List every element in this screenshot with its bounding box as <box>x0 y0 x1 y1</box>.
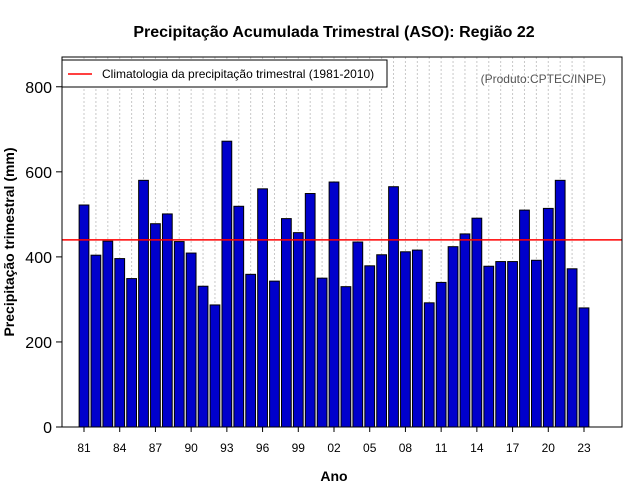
bar-1996 <box>257 188 268 428</box>
y-tick-label: 0 <box>43 420 52 437</box>
bar-1981 <box>78 204 90 428</box>
x-tick-label: 20 <box>542 441 556 455</box>
bar-2012 <box>447 246 459 428</box>
x-tick-label: 99 <box>292 441 306 455</box>
plot-frame <box>61 56 623 428</box>
bar-1992 <box>209 304 221 428</box>
chart-title: Precipitação Acumulada Trimestral (ASO):… <box>133 24 534 41</box>
bar-1983 <box>102 240 114 428</box>
bar-2011 <box>435 281 447 428</box>
bar-1991 <box>197 285 209 428</box>
bar-1987 <box>150 223 161 428</box>
bar-2016 <box>495 261 507 428</box>
x-axis: 81 84 87 90 93 96 99 02 05 08 11 14 17 20 23 <box>77 427 591 455</box>
legend: Climatologia da precipitação trimestral … <box>61 59 388 88</box>
bar-2010 <box>423 302 435 428</box>
bar-2003 <box>340 286 352 428</box>
y-tick-label: 400 <box>25 250 52 267</box>
bar-2014 <box>471 217 483 428</box>
bar-2018 <box>519 209 530 428</box>
bar-1988 <box>161 213 173 428</box>
bar-2023 <box>578 307 590 428</box>
legend-box <box>61 59 388 88</box>
bar-1986 <box>138 179 149 428</box>
source-note: (Produto:CPTEC/INPE) <box>481 72 606 86</box>
bar-1997 <box>269 280 280 428</box>
bar-1998 <box>281 218 292 428</box>
bar-2015 <box>483 265 495 428</box>
legend-label: Climatologia da precipitação trimestral … <box>102 67 374 81</box>
x-tick-label: 02 <box>327 441 341 455</box>
bar-1993 <box>221 140 233 428</box>
bar-1989 <box>173 241 185 428</box>
bar-1990 <box>185 252 197 428</box>
x-tick-label: 05 <box>363 441 377 455</box>
bar-2020 <box>542 207 554 428</box>
x-tick-label: 93 <box>220 441 234 455</box>
x-tick-label: 87 <box>149 441 163 455</box>
bar-1995 <box>245 273 257 428</box>
bar-2004 <box>352 241 364 428</box>
y-axis: 0 200 400 600 800 <box>25 80 62 437</box>
bar-2017 <box>507 261 518 428</box>
bar-2009 <box>411 249 423 428</box>
x-axis-label: Ano <box>320 468 347 484</box>
bar-1985 <box>126 278 138 428</box>
y-tick-label: 200 <box>25 335 52 352</box>
bar-2022 <box>566 268 578 428</box>
bar-1982 <box>90 254 102 428</box>
x-tick-label: 17 <box>506 441 520 455</box>
bar-2007 <box>388 186 399 428</box>
x-tick-label: 14 <box>470 441 484 455</box>
bar-2000 <box>304 193 316 428</box>
x-tick-label: 11 <box>435 441 448 455</box>
bar-2008 <box>400 251 411 428</box>
y-tick-label: 800 <box>25 80 52 97</box>
bar-1984 <box>114 258 126 428</box>
bar-1999 <box>292 232 304 428</box>
bar-2019 <box>531 259 542 428</box>
bar-2021 <box>554 179 566 428</box>
x-tick-label: 96 <box>256 441 270 455</box>
bar-2005 <box>364 265 376 428</box>
x-tick-label: 08 <box>399 441 413 455</box>
x-tick-label: 23 <box>577 441 591 455</box>
y-axis-label: Precipitação trimestral (mm) <box>1 147 17 336</box>
x-tick-label: 81 <box>77 441 91 455</box>
x-tick-label: 84 <box>113 441 127 455</box>
bar-2006 <box>376 254 388 428</box>
x-tick-label: 90 <box>184 441 198 455</box>
y-tick-label: 600 <box>25 165 52 182</box>
bar-2002 <box>328 181 340 428</box>
bar-2001 <box>316 277 328 428</box>
bar-2013 <box>459 233 471 428</box>
bars <box>78 140 590 428</box>
